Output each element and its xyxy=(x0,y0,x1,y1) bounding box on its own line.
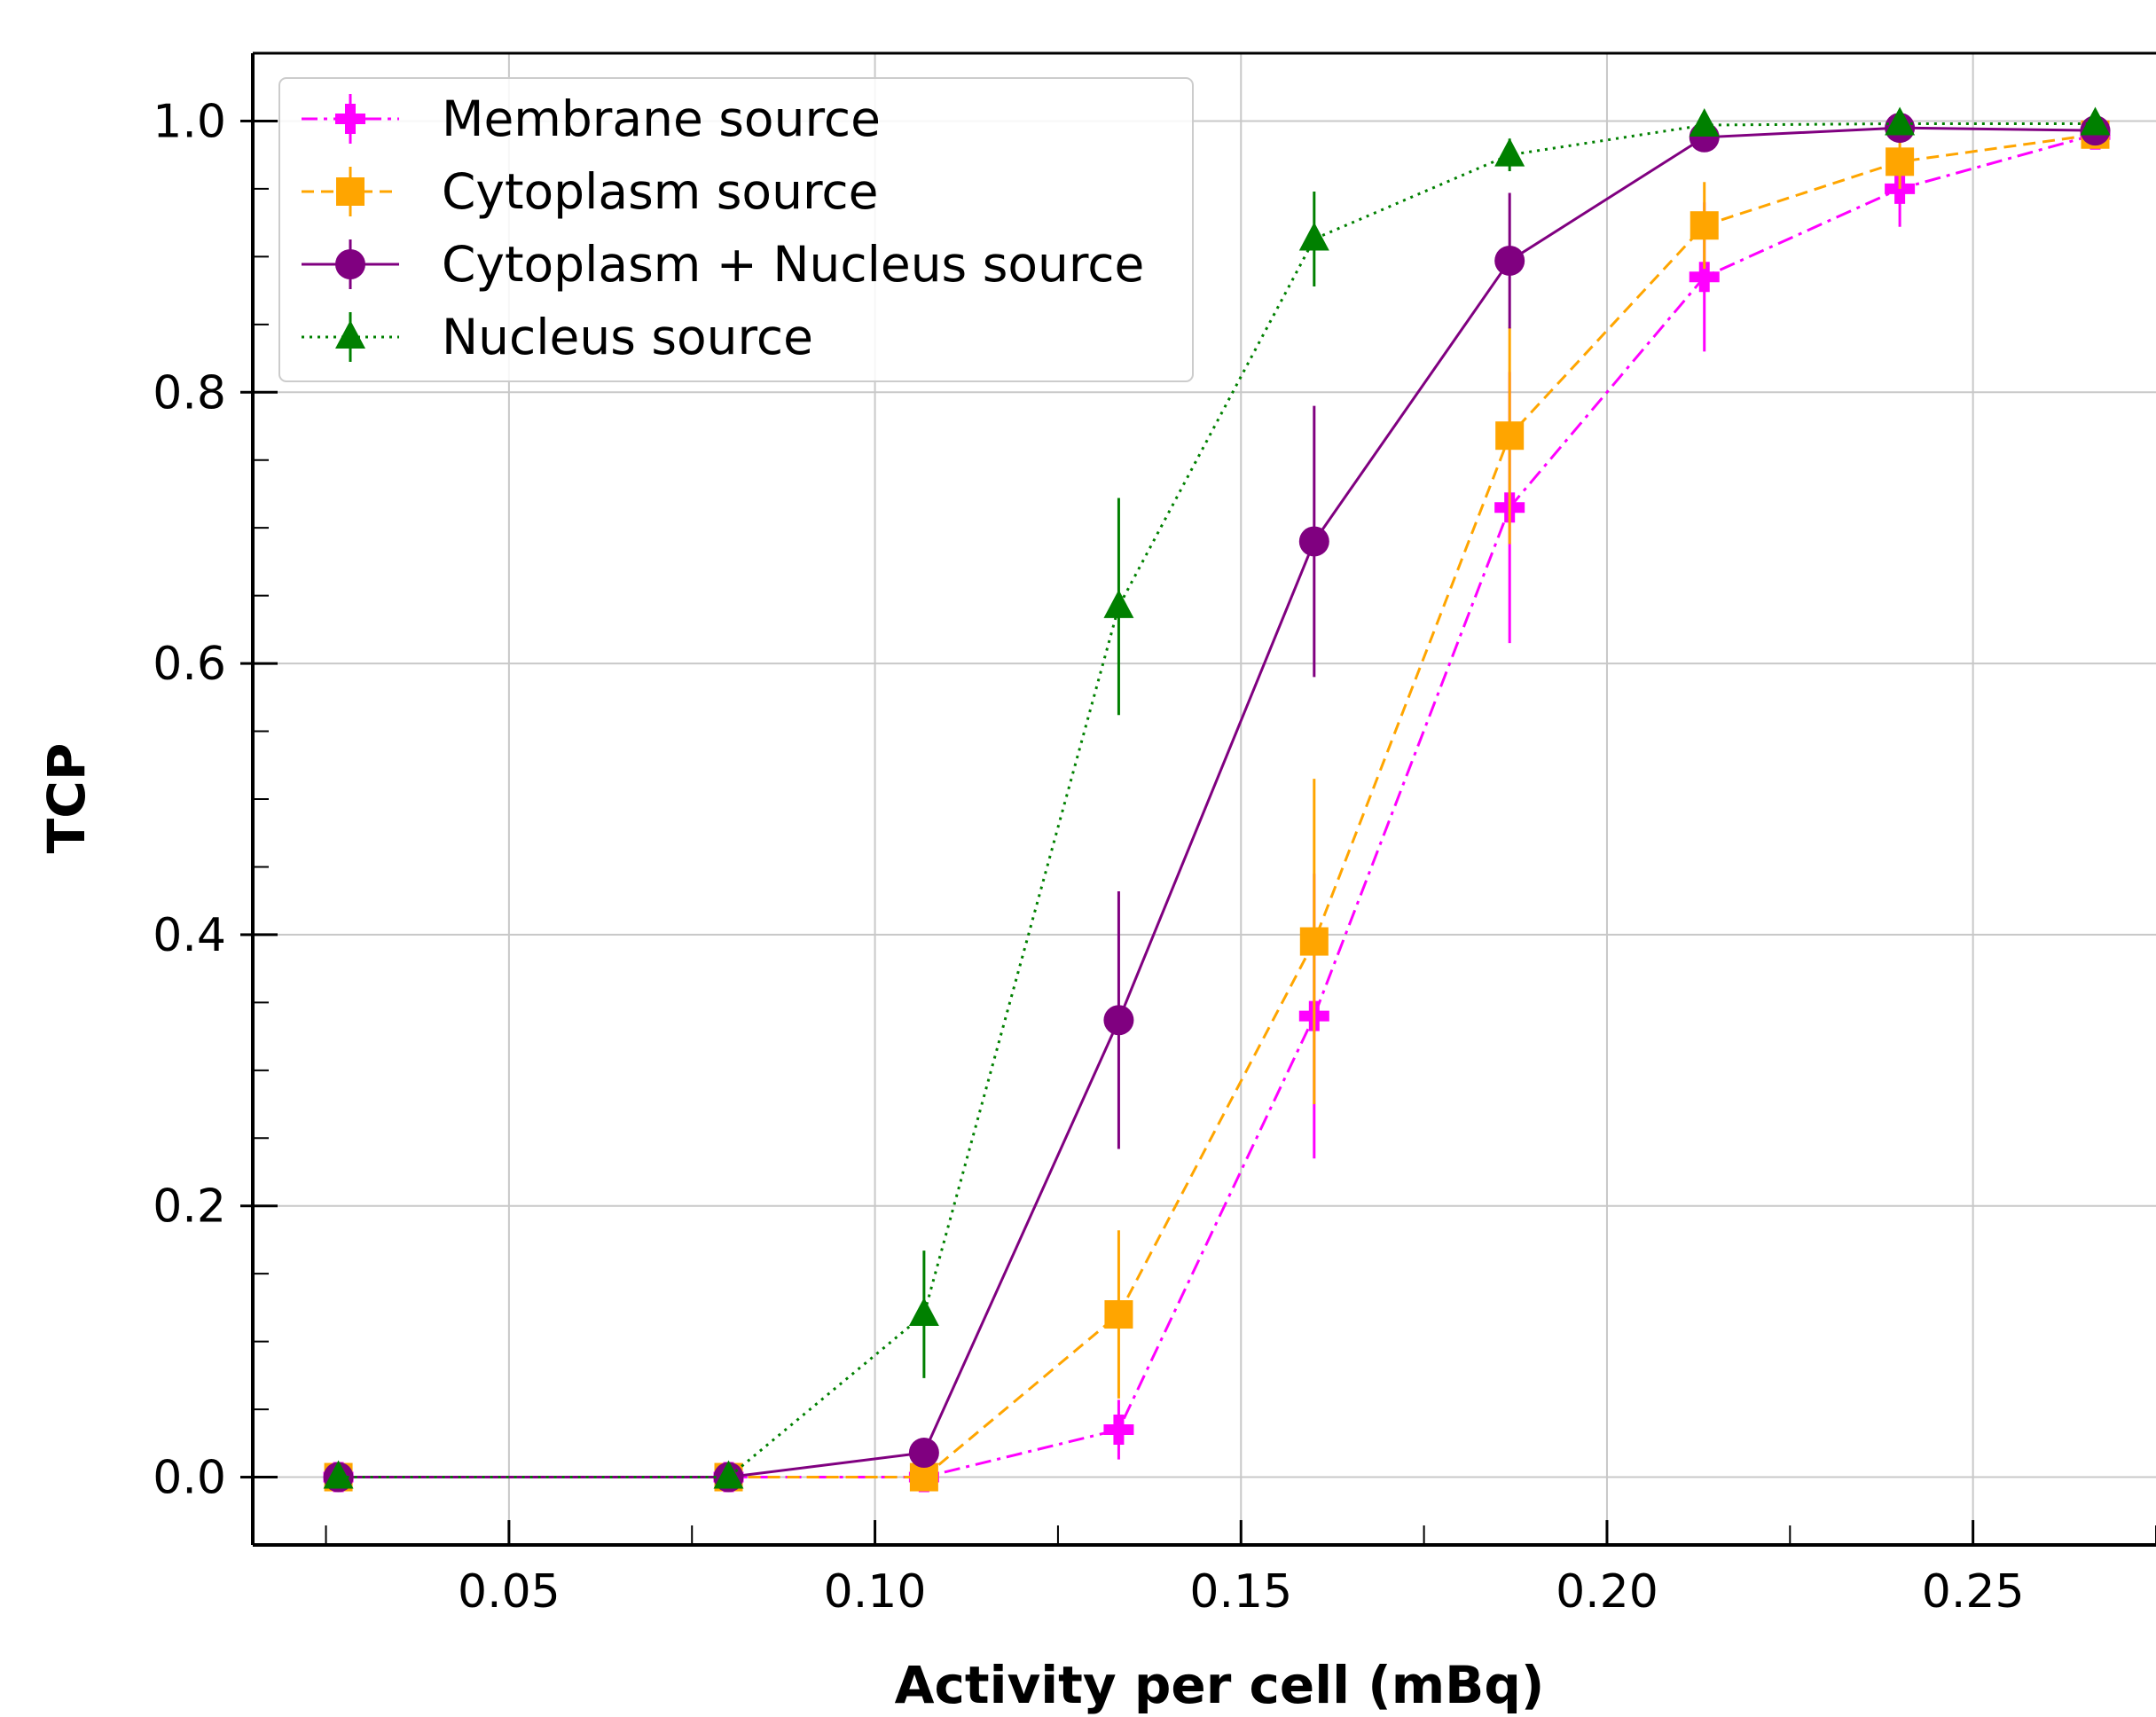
y-tick-label: 1.0 xyxy=(153,95,226,148)
legend-item: Membrane source xyxy=(302,90,881,147)
data-point xyxy=(1298,526,1329,557)
x-tick-label: 0.10 xyxy=(824,1565,927,1619)
data-point xyxy=(1495,421,1525,451)
data-point xyxy=(1690,211,1719,240)
series-1 xyxy=(324,120,2110,1492)
legend-marker xyxy=(335,249,365,279)
y-axis-title: TCP xyxy=(36,743,97,854)
data-point xyxy=(1103,1415,1134,1446)
grid-lines xyxy=(253,53,2156,1545)
legend-item: Nucleus source xyxy=(302,309,813,365)
series-2 xyxy=(323,113,2111,1493)
y-tick-label: 0.0 xyxy=(153,1452,226,1505)
data-point xyxy=(1885,106,1916,136)
legend-label: Membrane source xyxy=(442,90,881,147)
data-point xyxy=(1494,137,1525,167)
data-point xyxy=(1103,589,1134,618)
series-3 xyxy=(323,106,2111,1489)
data-point xyxy=(1299,927,1329,956)
data-point xyxy=(1104,1300,1133,1329)
legend-label: Nucleus source xyxy=(442,309,813,365)
x-tick-label: 0.25 xyxy=(1922,1565,2025,1619)
y-tick-label: 0.4 xyxy=(153,909,226,962)
x-tick-label: 0.15 xyxy=(1189,1565,1292,1619)
data-point xyxy=(2080,106,2111,136)
data-point xyxy=(1886,147,1915,176)
legend-marker xyxy=(335,104,365,134)
x-tick-label: 0.05 xyxy=(458,1565,561,1619)
legend-item: Cytoplasm source xyxy=(302,163,878,220)
series-layer xyxy=(323,106,2111,1493)
data-point xyxy=(908,1298,939,1327)
data-point xyxy=(1689,108,1720,137)
x-axis-title: Activity per cell (mBq) xyxy=(895,1655,1545,1715)
legend-label: Cytoplasm + Nucleus source xyxy=(442,236,1144,293)
data-point xyxy=(713,1460,744,1489)
legend: Membrane source Cytoplasm source Cytoplasm… xyxy=(278,77,1194,382)
data-point xyxy=(1103,1005,1134,1036)
y-tick-label: 0.2 xyxy=(153,1180,226,1234)
data-point xyxy=(908,1438,939,1469)
axes: 0.05 0.10 0.15 0.20 0.25 0.0 0.2 0.4 0.6 0.8 1.0 xyxy=(153,51,2156,1619)
legend-item: Cytoplasm + Nucleus source xyxy=(302,236,1144,293)
data-point xyxy=(323,1460,354,1489)
data-point xyxy=(1689,262,1720,293)
data-point xyxy=(1298,222,1329,251)
legend-marker xyxy=(336,177,365,206)
data-point xyxy=(1494,245,1525,276)
legend-frame xyxy=(278,77,1194,382)
legend-label: Cytoplasm source xyxy=(442,163,878,220)
y-tick-label: 0.8 xyxy=(153,366,226,419)
legend-marker xyxy=(335,320,365,349)
x-tick-label: 0.20 xyxy=(1556,1565,1658,1619)
y-tick-label: 0.6 xyxy=(153,638,226,691)
